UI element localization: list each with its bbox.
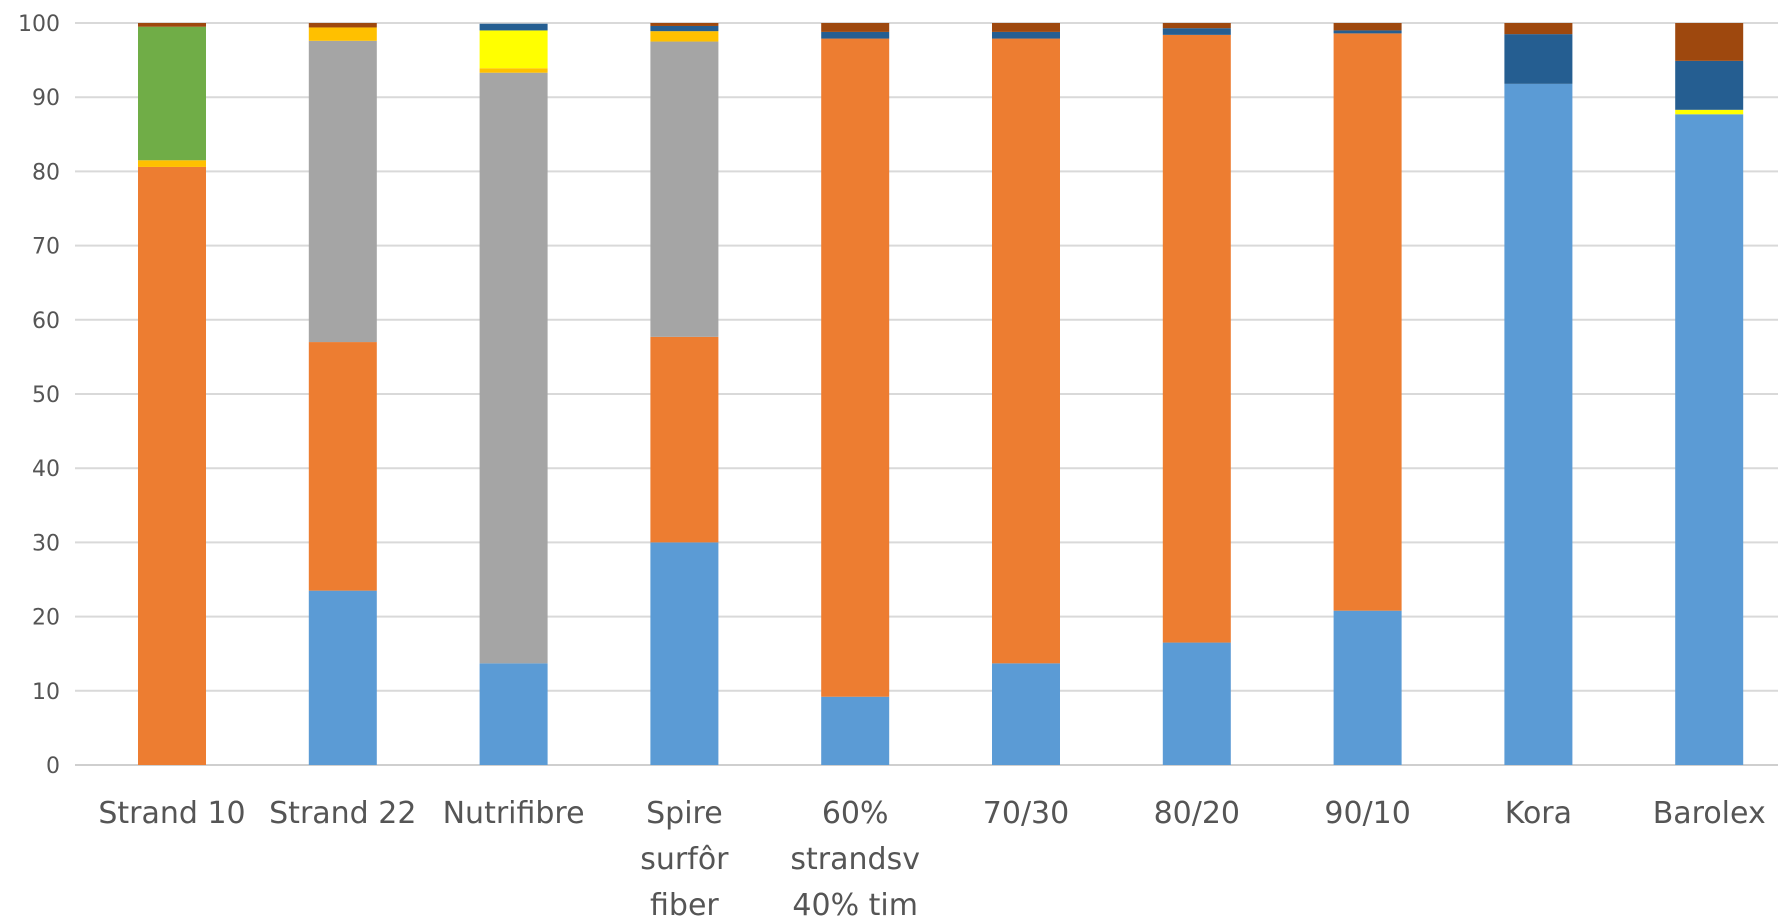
y-tick-label: 60 <box>32 309 60 334</box>
bar-segment <box>650 31 719 42</box>
bar-stack <box>821 23 890 765</box>
bar-segment <box>821 696 890 765</box>
bar-segment <box>1162 642 1231 765</box>
bar-segment <box>1333 33 1402 611</box>
bar-stack <box>1675 23 1744 766</box>
bar-segment <box>650 542 719 765</box>
bar-stack <box>1504 23 1573 766</box>
bar-segment <box>308 342 377 591</box>
y-tick-label: 30 <box>32 531 60 556</box>
x-tick-label: strandsv <box>790 842 920 877</box>
y-tick-label: 10 <box>32 680 60 705</box>
bar-segment <box>1162 28 1231 35</box>
bar-segment <box>992 23 1060 32</box>
y-tick-label: 50 <box>32 383 60 408</box>
bar-segment <box>992 31 1060 39</box>
bar-segment <box>308 27 377 41</box>
x-tick-label: 70/30 <box>983 796 1069 831</box>
y-tick-label: 40 <box>32 457 60 482</box>
bar-stack <box>479 23 548 765</box>
bar-segment <box>1333 23 1402 31</box>
x-tick-label: 80/20 <box>1154 796 1240 831</box>
x-tick-label: Spire <box>646 796 723 831</box>
x-tick-label: 90/10 <box>1324 796 1410 831</box>
y-tick-label: 90 <box>32 86 60 111</box>
x-tick-label: fiber <box>650 888 719 919</box>
x-tick-label: Strand 10 <box>98 796 245 831</box>
y-tick-label: 100 <box>18 12 60 37</box>
y-tick-label: 80 <box>32 160 60 185</box>
bar-segment <box>1504 34 1573 84</box>
bar-segment <box>138 166 206 765</box>
bar-stack <box>308 23 377 765</box>
bar-segment <box>479 663 548 765</box>
bar-segment <box>308 23 377 28</box>
bar-segment <box>479 30 548 69</box>
bar-segment <box>650 23 719 26</box>
bar-segment <box>1333 610 1402 765</box>
bar-segment <box>1675 23 1744 61</box>
y-tick-label: 70 <box>32 235 60 260</box>
x-tick-label: Nutrifibre <box>443 796 585 831</box>
bar-segment <box>1162 23 1231 29</box>
bar-segment <box>821 23 890 32</box>
bar-segment <box>1675 114 1744 766</box>
bars <box>138 23 1744 766</box>
bar-segment <box>821 31 890 39</box>
bar-stack <box>1162 23 1231 765</box>
y-tick-label: 20 <box>32 606 60 631</box>
y-tick-label: 0 <box>46 754 60 779</box>
x-tick-label: Kora <box>1505 796 1572 831</box>
y-axis: 0 10 20 30 40 50 60 70 80 90 100 <box>18 12 60 779</box>
bar-segment <box>138 26 206 161</box>
bar-segment <box>479 23 548 31</box>
bar-segment <box>1162 34 1231 643</box>
bar-stack <box>1333 23 1402 765</box>
bar-segment <box>992 663 1060 765</box>
bar-segment <box>650 41 719 337</box>
x-tick-label: Strand 22 <box>269 796 416 831</box>
bar-segment <box>138 160 206 167</box>
bar-segment <box>1504 23 1573 35</box>
x-tick-label: 40% tim <box>792 888 918 919</box>
bar-segment <box>479 68 548 73</box>
x-tick-label: 60% <box>822 796 889 831</box>
bar-segment <box>308 40 377 343</box>
bar-stack <box>992 23 1060 765</box>
x-tick-label: surfôr <box>640 842 729 877</box>
bar-segment <box>1504 83 1573 766</box>
x-tick-label: Barolex <box>1653 796 1766 831</box>
bar-segment <box>1675 60 1744 110</box>
bar-segment <box>650 25 719 32</box>
bar-segment <box>821 38 890 697</box>
bar-segment <box>1675 109 1744 115</box>
x-axis: Strand 10 Strand 22 Nutrifibre Spire surfôr f… <box>98 796 1765 919</box>
bar-segment <box>1333 30 1402 34</box>
bar-stack <box>650 23 719 765</box>
bar-segment <box>992 38 1060 664</box>
bar-segment <box>650 336 719 543</box>
bar-segment <box>308 590 377 765</box>
bar-segment <box>138 23 206 27</box>
bar-segment <box>479 72 548 664</box>
bar-stack <box>138 23 206 765</box>
